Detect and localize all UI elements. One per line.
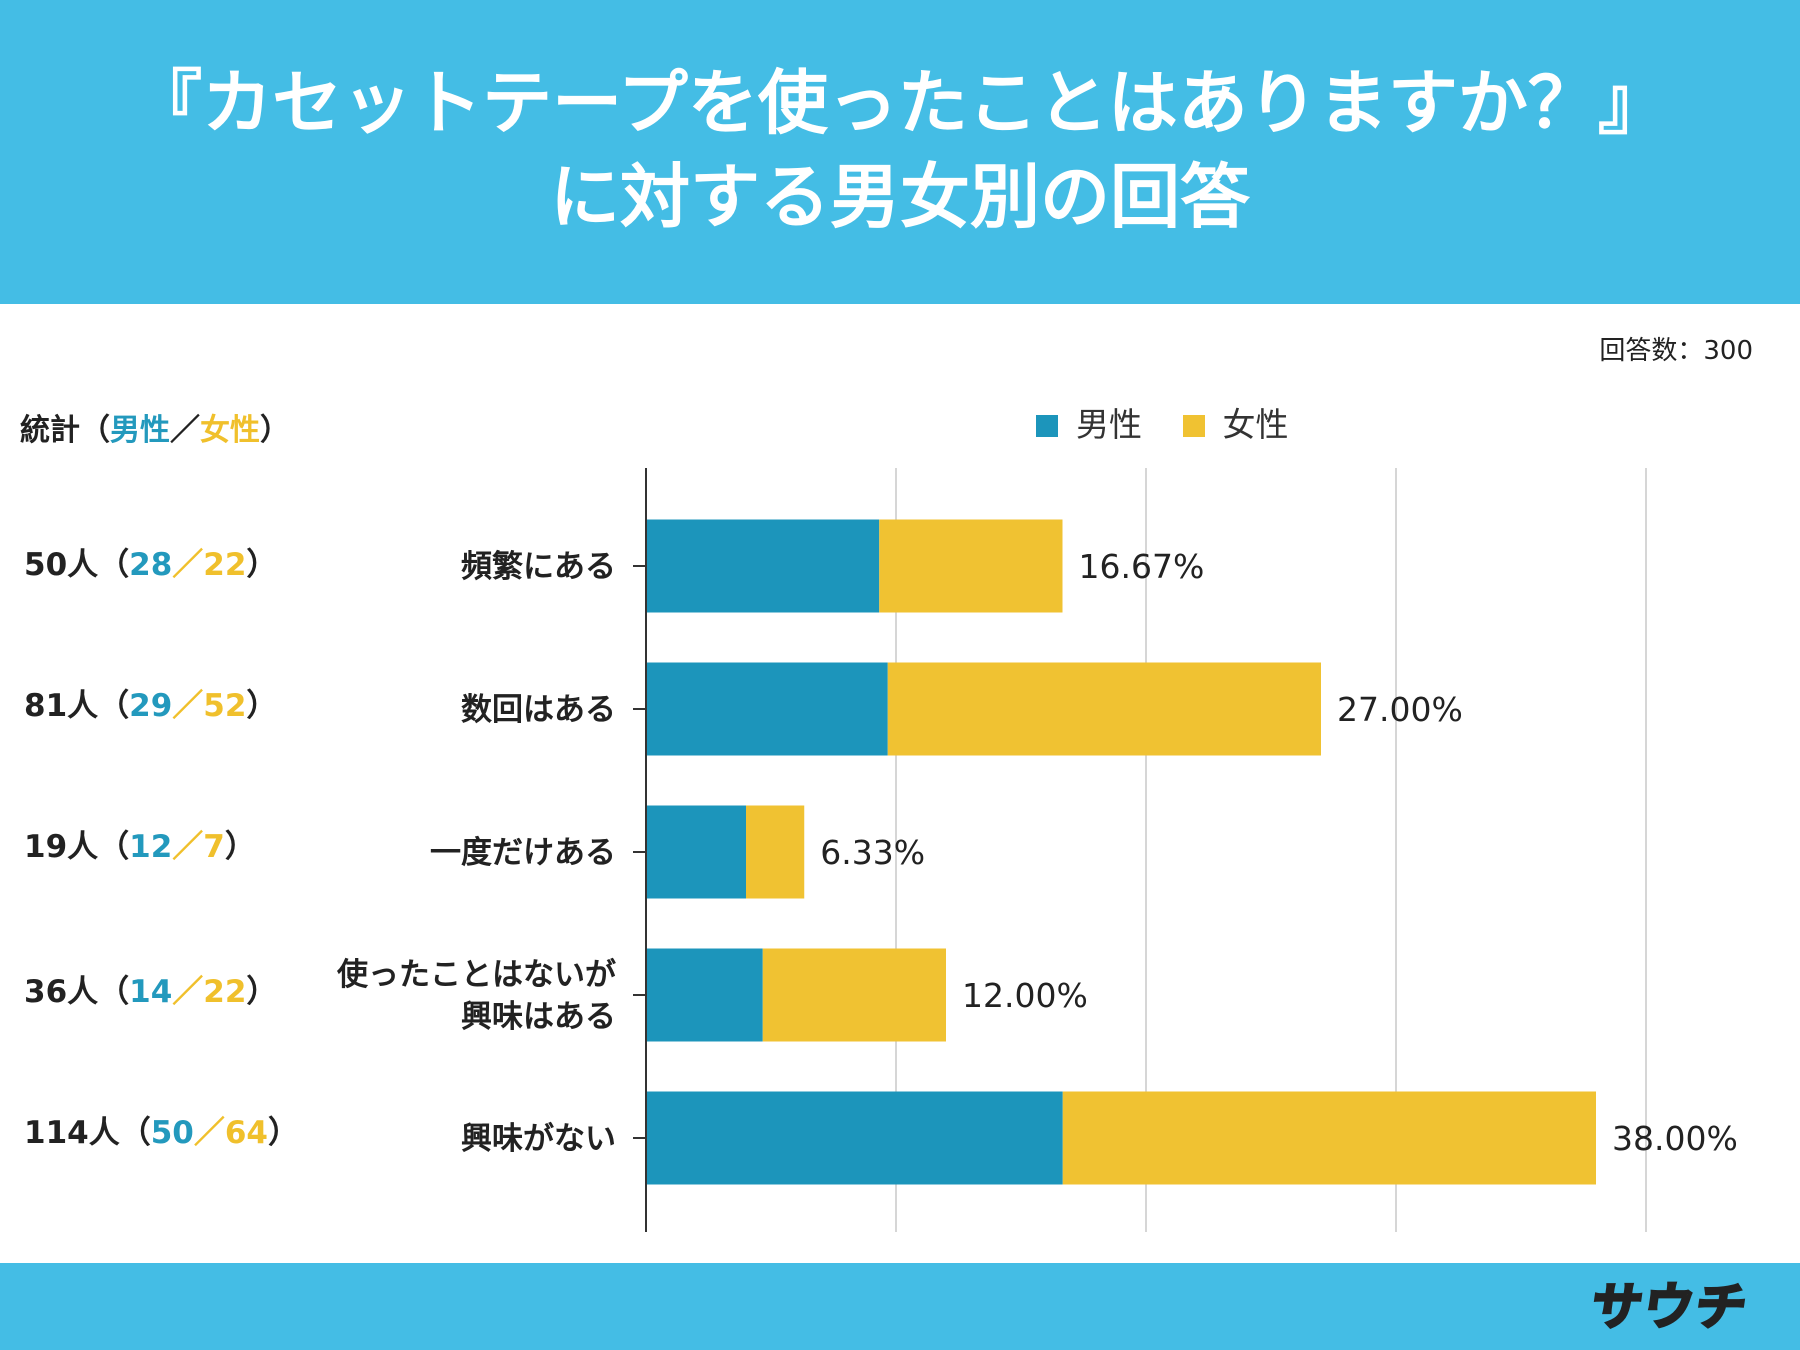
bar-female: [746, 805, 805, 899]
bar-male: [646, 519, 880, 613]
bar-male: [646, 1091, 1063, 1185]
stat-row: 36人（14／22）: [24, 972, 277, 1012]
stat-close: ）: [268, 1115, 299, 1151]
stat-total: 36人: [24, 974, 99, 1010]
category-label: 使ったことはないが: [336, 957, 616, 993]
legend-item-male: 男性: [1036, 398, 1142, 446]
data-label: 12.00%: [962, 976, 1088, 1015]
bar-female: [887, 662, 1321, 756]
stat-row: 50人（28／22）: [24, 545, 277, 585]
stat-close: ）: [246, 974, 278, 1010]
stat-female: 52: [203, 688, 247, 724]
stat-close: ）: [246, 547, 278, 583]
stat-open: （: [98, 547, 130, 583]
legend-label-male: 男性: [1076, 405, 1142, 444]
stat-row: 114人（50／64）: [24, 1113, 299, 1153]
header-banner: 『カセットテープを使ったことはありますか？』 に対する男女別の回答: [0, 0, 1800, 304]
response-count: 回答数：300: [1599, 336, 1753, 366]
bar-male: [646, 805, 746, 899]
stat-total: 81人: [24, 688, 99, 724]
bar-female: [762, 948, 946, 1042]
bar-male: [646, 662, 888, 756]
legend-item-female: 女性: [1182, 398, 1289, 446]
stat-close: ）: [246, 688, 278, 724]
stat-total: 19人: [24, 829, 99, 865]
stats-header: 統計（男性／女性）: [20, 405, 290, 449]
stat-open: （: [119, 1115, 151, 1151]
brand-logo: サウチ: [1586, 1277, 1753, 1338]
category-label: 数回はある: [461, 692, 616, 728]
page-title-line2: に対する男女別の回答: [550, 156, 1250, 238]
category-label: 一度だけある: [430, 835, 616, 871]
legend-swatch-female: [1182, 415, 1205, 437]
stats-header-female: 女性: [200, 413, 260, 448]
stat-row: 81人（29／52）: [24, 686, 277, 726]
legend-label-female: 女性: [1222, 405, 1289, 444]
stat-sep: ／: [172, 829, 204, 865]
stats-header-prefix: 統計（: [20, 413, 110, 448]
category-label: 興味がない: [461, 1121, 616, 1157]
footer-banner: サウチ: [0, 1263, 1800, 1350]
legend-swatch-male: [1036, 415, 1058, 437]
stat-open: （: [98, 829, 130, 865]
stat-female: 7: [203, 829, 225, 865]
stats-header-male: 男性: [110, 413, 170, 448]
stat-total: 114人: [24, 1115, 120, 1151]
data-label: 38.00%: [1612, 1119, 1738, 1158]
stat-total: 50人: [24, 547, 99, 583]
stats-header-sep: ／: [170, 413, 200, 448]
stat-sep: ／: [193, 1115, 225, 1151]
bar-male: [646, 948, 763, 1042]
data-label: 6.33%: [820, 833, 925, 872]
stats-header-suffix: ）: [260, 413, 290, 448]
bar-female: [1062, 1091, 1596, 1185]
data-label: 16.67%: [1079, 547, 1205, 586]
stat-male: 50: [150, 1115, 194, 1151]
stat-male: 29: [129, 688, 173, 724]
category-label: 興味はある: [461, 999, 616, 1035]
page-title-line1: 『カセットテープを使ったことはありますか？』: [132, 62, 1668, 144]
stat-female: 22: [203, 547, 247, 583]
stat-male: 12: [129, 829, 173, 865]
stat-open: （: [98, 974, 130, 1010]
stat-female: 22: [203, 974, 247, 1010]
category-label: 頻繁にある: [461, 549, 616, 585]
chart-legend: 男性 女性: [1036, 398, 1319, 444]
stat-sep: ／: [172, 547, 204, 583]
bar-chart: 16.67% 頻繁にある 27.00% 数回はある 6.33% 一度だけある 12.00% 使…: [336, 468, 1738, 1232]
stat-female: 64: [224, 1115, 268, 1151]
stat-sep: ／: [172, 688, 204, 724]
stat-male: 28: [129, 547, 173, 583]
stat-close: ）: [224, 829, 256, 865]
stat-open: （: [98, 688, 130, 724]
stat-row: 19人（12／7）: [24, 827, 256, 867]
data-label: 27.00%: [1337, 690, 1463, 729]
stat-male: 14: [129, 974, 173, 1010]
bar-female: [879, 519, 1063, 613]
stat-sep: ／: [172, 974, 204, 1010]
